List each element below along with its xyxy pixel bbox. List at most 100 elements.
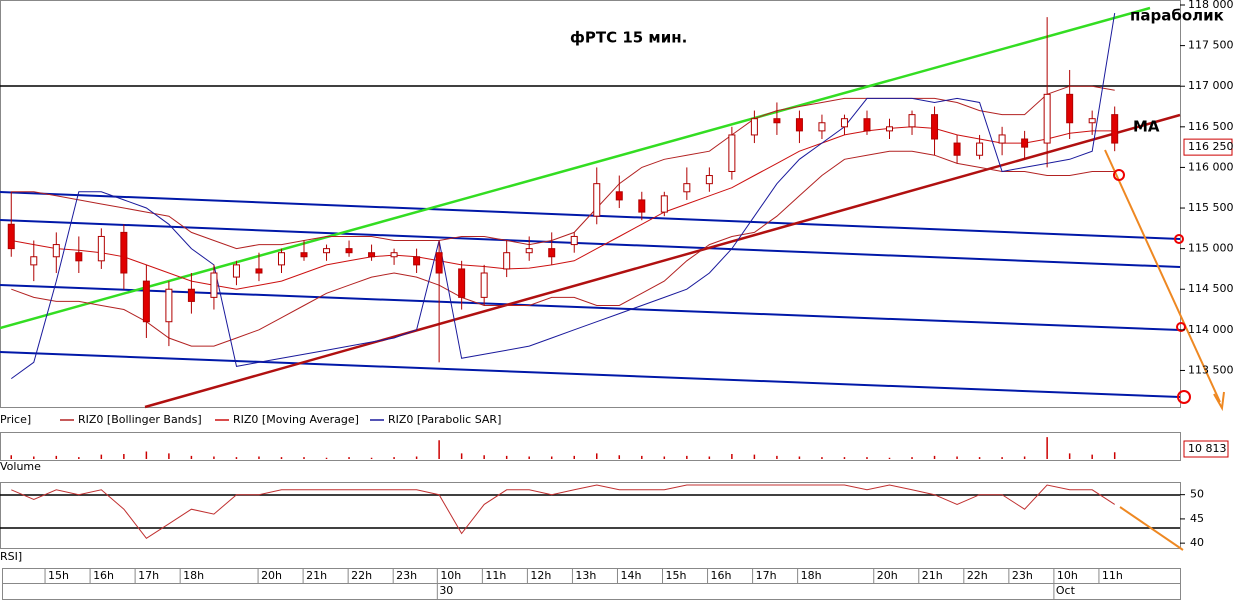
candle-body	[525, 248, 533, 254]
candle-body	[503, 252, 511, 270]
y-tick-label: 115 500	[1188, 201, 1233, 214]
legend-label: Price]	[0, 413, 31, 426]
candle-body	[908, 114, 916, 128]
x-tick-label: 22h	[351, 569, 372, 582]
candle-body	[1088, 118, 1096, 124]
candle-body	[435, 252, 443, 274]
pane-label: RSI]	[0, 550, 22, 563]
candle-body	[255, 268, 263, 274]
candle-body	[390, 252, 398, 258]
marks-layer	[7, 13, 1119, 539]
volume-last-box	[1183, 440, 1229, 458]
candle-body	[323, 248, 331, 254]
x-tick-label: 20h	[877, 569, 898, 582]
y-tick-label: 117 000	[1188, 79, 1233, 92]
rsi-tick-label: 50	[1190, 488, 1204, 501]
candle-body	[187, 288, 195, 302]
rsi-pane	[0, 482, 1181, 549]
candle-body	[660, 195, 668, 213]
x-tick-label: 13h	[575, 569, 596, 582]
indicator-line	[11, 126, 1115, 290]
candle-body	[570, 235, 578, 246]
marker-circle	[1177, 390, 1191, 404]
legend-label: RIZ0 [Moving Average]	[233, 413, 359, 426]
x-tick-label: 21h	[306, 569, 327, 582]
last-price-label: 116 250	[1188, 140, 1233, 153]
y-tick-label: 116 000	[1188, 160, 1233, 173]
rsi-tick-label: 40	[1190, 536, 1204, 549]
legend-label: RIZ0 [Parabolic SAR]	[388, 413, 501, 426]
candle-body	[413, 256, 421, 266]
candle-body	[998, 134, 1006, 144]
overlay: фРТС 15 мин. параболик MA Price] Volume …	[0, 7, 1225, 563]
candle-body	[683, 183, 691, 193]
drawing-layer	[0, 6, 1181, 529]
x-tick-label: 10h	[1057, 569, 1078, 582]
date-tick-label: Oct	[1056, 584, 1076, 597]
candle-body	[615, 191, 623, 201]
x-tick-label: 18h	[183, 569, 204, 582]
x-tick-label: 11h	[1102, 569, 1123, 582]
y-tick-label: 117 500	[1188, 39, 1233, 52]
candle-body	[165, 288, 173, 323]
candle-body	[1021, 138, 1029, 148]
candle-body	[1043, 93, 1051, 144]
y-tick-label: 115 000	[1188, 242, 1233, 255]
x-tick-label: 23h	[1012, 569, 1033, 582]
x-tick-label: 20h	[261, 569, 282, 582]
candle-body	[863, 118, 871, 132]
volume-last-label: 10 813	[1188, 442, 1227, 455]
x-tick-label: 12h	[530, 569, 551, 582]
x-tick-label: 16h	[711, 569, 732, 582]
rsi-tick-label: 45	[1190, 512, 1204, 525]
candle-body	[142, 280, 150, 323]
volume-pane	[0, 432, 1181, 461]
annotation: MA	[1133, 118, 1160, 136]
indicator-line	[11, 85, 1115, 250]
candle-body	[840, 118, 848, 128]
candle-body	[300, 252, 308, 258]
candle-body	[705, 175, 713, 185]
marker-circle	[1174, 234, 1184, 244]
marker-circle	[1113, 169, 1125, 181]
candle-body	[210, 272, 218, 298]
candle-body	[345, 248, 353, 254]
candle-body	[750, 118, 758, 136]
x-tick-label: 14h	[620, 569, 641, 582]
candle-body	[1111, 114, 1119, 144]
candle-body	[728, 134, 736, 172]
x-tick-label: 15h	[666, 569, 687, 582]
candle-body	[458, 268, 466, 298]
legend-label: RIZ0 [Bollinger Bands]	[78, 413, 202, 426]
indicator-line	[11, 13, 1116, 380]
trend-line	[144, 113, 1181, 409]
x-tick-label: 22h	[967, 569, 988, 582]
y-tick-label: 118 000	[1188, 0, 1233, 11]
price-pane	[0, 0, 1181, 408]
candle-body	[120, 231, 128, 274]
annotation: параболик	[1130, 7, 1224, 25]
x-tick-label: 11h	[485, 569, 506, 582]
candle-body	[277, 252, 285, 266]
candle-body	[75, 252, 83, 262]
y-tick-label: 116 500	[1188, 120, 1233, 133]
candle-body	[1066, 93, 1074, 124]
candle-body	[368, 252, 376, 258]
candle-body	[52, 244, 60, 258]
marker-circle	[1176, 322, 1186, 332]
rsi-line	[11, 484, 1115, 539]
candle-body	[818, 122, 826, 132]
arrowhead	[1213, 391, 1225, 412]
x-tick-label: 18h	[801, 569, 822, 582]
x-tick-label: 21h	[922, 569, 943, 582]
channel-line	[0, 351, 1181, 398]
channel-line	[0, 284, 1181, 331]
candle-body	[548, 248, 556, 258]
x-tick-label: 15h	[48, 569, 69, 582]
candle-body	[480, 272, 488, 298]
chart-title: фРТС 15 мин.	[570, 29, 687, 47]
candle-body	[953, 142, 961, 156]
candle-body	[773, 118, 781, 124]
